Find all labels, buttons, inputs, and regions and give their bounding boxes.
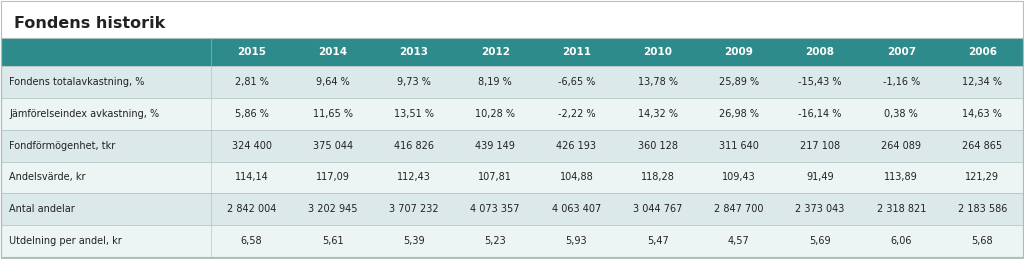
Bar [1,162,1023,193]
Text: 2009: 2009 [724,47,754,57]
Text: 324 400: 324 400 [231,141,271,150]
Text: 91,49: 91,49 [806,172,834,182]
Text: 14,63 %: 14,63 % [963,109,1002,119]
Text: 264 089: 264 089 [882,141,922,150]
Text: 360 128: 360 128 [638,141,678,150]
Text: Andelsvärde, kr: Andelsvärde, kr [9,172,85,182]
Text: 4 073 357: 4 073 357 [470,204,520,214]
Text: 416 826: 416 826 [394,141,434,150]
Text: 2013: 2013 [399,47,428,57]
Text: 104,88: 104,88 [559,172,593,182]
Text: 375 044: 375 044 [312,141,353,150]
Text: Utdelning per andel, kr: Utdelning per andel, kr [9,236,122,246]
Bar [1,193,1023,225]
Bar [1,225,1023,257]
Text: 8,19 %: 8,19 % [478,77,512,87]
Text: 2007: 2007 [887,47,915,57]
Text: 3 707 232: 3 707 232 [389,204,439,214]
Text: 264 865: 264 865 [963,141,1002,150]
Bar [1,98,1023,130]
Text: -6,65 %: -6,65 % [558,77,595,87]
Text: 2014: 2014 [318,47,347,57]
Text: 2008: 2008 [806,47,835,57]
Text: 5,93: 5,93 [565,236,587,246]
Text: 26,98 %: 26,98 % [719,109,759,119]
Text: -16,14 %: -16,14 % [799,109,842,119]
Text: 12,34 %: 12,34 % [963,77,1002,87]
Text: 13,78 %: 13,78 % [638,77,678,87]
Text: 11,65 %: 11,65 % [312,109,353,119]
Bar [1,66,1023,98]
Text: 2 183 586: 2 183 586 [957,204,1007,214]
Bar [1,38,1023,66]
Text: 5,23: 5,23 [484,236,506,246]
Text: 113,89: 113,89 [885,172,919,182]
Text: Antal andelar: Antal andelar [9,204,75,214]
Text: -2,22 %: -2,22 % [558,109,595,119]
Text: 109,43: 109,43 [722,172,756,182]
Text: 114,14: 114,14 [234,172,268,182]
Text: 311 640: 311 640 [719,141,759,150]
Text: 4,57: 4,57 [728,236,750,246]
Text: 13,51 %: 13,51 % [394,109,434,119]
Text: 107,81: 107,81 [478,172,512,182]
Text: 2,81 %: 2,81 % [234,77,268,87]
Text: 2010: 2010 [643,47,672,57]
Text: 6,06: 6,06 [891,236,912,246]
Text: -15,43 %: -15,43 % [799,77,842,87]
Text: -1,16 %: -1,16 % [883,77,920,87]
Text: 118,28: 118,28 [641,172,675,182]
Text: Jämförelseindex avkastning, %: Jämförelseindex avkastning, % [9,109,159,119]
Text: 5,61: 5,61 [322,236,344,246]
Text: 112,43: 112,43 [397,172,431,182]
Text: 9,73 %: 9,73 % [397,77,431,87]
Text: 9,64 %: 9,64 % [316,77,349,87]
Bar [1,130,1023,162]
Text: 2 847 700: 2 847 700 [714,204,764,214]
Text: Fondförmögenhet, tkr: Fondförmögenhet, tkr [9,141,116,150]
Text: 2 842 004: 2 842 004 [227,204,276,214]
Text: 14,32 %: 14,32 % [638,109,678,119]
Text: 4 063 407: 4 063 407 [552,204,601,214]
Text: Fondens historik: Fondens historik [14,17,165,32]
Bar [1,38,1023,257]
Text: 217 108: 217 108 [800,141,840,150]
Text: 10,28 %: 10,28 % [475,109,515,119]
Text: 5,86 %: 5,86 % [234,109,268,119]
Text: 5,68: 5,68 [972,236,993,246]
Text: 0,38 %: 0,38 % [885,109,919,119]
Text: 2011: 2011 [562,47,591,57]
Text: 439 149: 439 149 [475,141,515,150]
Text: 2015: 2015 [238,47,266,57]
Text: 121,29: 121,29 [966,172,999,182]
Text: 3 044 767: 3 044 767 [633,204,682,214]
Text: 3 202 945: 3 202 945 [308,204,357,214]
Text: 5,47: 5,47 [647,236,669,246]
Text: 2012: 2012 [480,47,510,57]
Text: 117,09: 117,09 [315,172,350,182]
Text: 2006: 2006 [968,47,997,57]
Text: 2 373 043: 2 373 043 [796,204,845,214]
Text: Fondens totalavkastning, %: Fondens totalavkastning, % [9,77,144,87]
Text: 5,69: 5,69 [809,236,830,246]
Text: 426 193: 426 193 [556,141,596,150]
Text: 2 318 821: 2 318 821 [877,204,926,214]
Text: 5,39: 5,39 [403,236,425,246]
Text: 6,58: 6,58 [241,236,262,246]
Text: 25,89 %: 25,89 % [719,77,759,87]
